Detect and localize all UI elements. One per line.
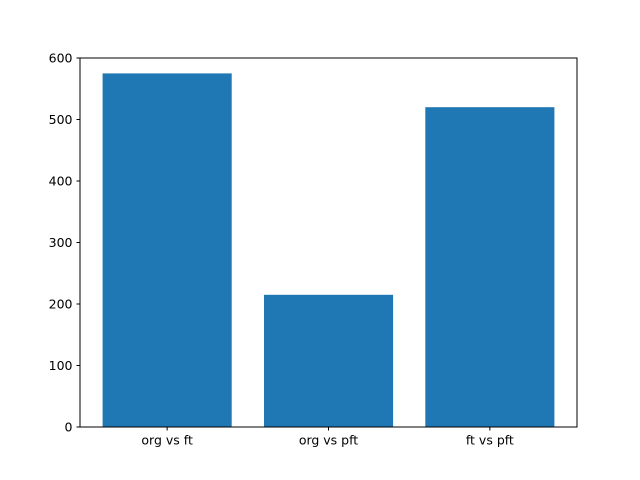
x-tick-label: ft vs pft: [466, 433, 514, 448]
bar-org-vs-pft: [264, 294, 394, 427]
bar-ft-vs-pft: [425, 107, 555, 427]
bar-org-vs-ft: [102, 73, 232, 428]
y-tick-label: 500: [49, 112, 73, 127]
y-tick-label: 200: [49, 297, 73, 312]
y-tick-label: 300: [49, 235, 73, 250]
y-tick-label: 400: [49, 174, 73, 189]
x-tick-label: org vs pft: [299, 433, 358, 448]
y-tick-label: 600: [49, 51, 73, 66]
y-tick-label: 100: [49, 358, 73, 373]
y-tick-label: 0: [65, 420, 73, 435]
x-tick-label: org vs ft: [141, 433, 193, 448]
